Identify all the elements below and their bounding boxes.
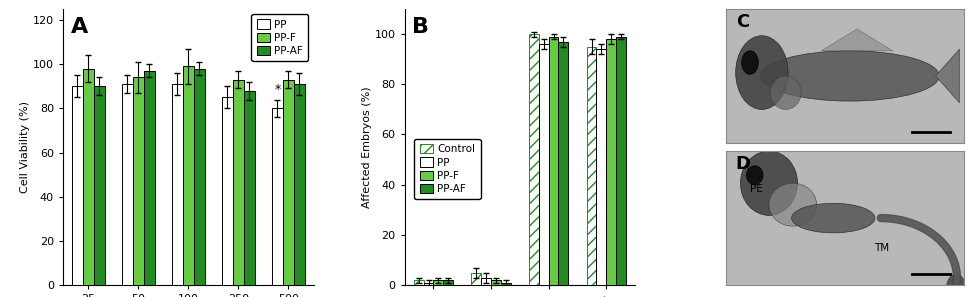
- Y-axis label: Cell Viability (%): Cell Viability (%): [20, 101, 30, 193]
- Polygon shape: [936, 49, 959, 103]
- Bar: [121, 84, 133, 285]
- Bar: [443, 280, 453, 285]
- Text: D: D: [735, 155, 751, 173]
- Bar: [423, 283, 433, 285]
- Bar: [283, 80, 294, 285]
- Bar: [539, 44, 548, 285]
- Ellipse shape: [769, 183, 817, 226]
- Bar: [607, 39, 616, 285]
- Bar: [616, 37, 626, 285]
- Bar: [72, 86, 82, 285]
- Ellipse shape: [746, 166, 763, 184]
- Ellipse shape: [947, 274, 965, 297]
- Bar: [133, 78, 143, 285]
- Ellipse shape: [770, 76, 801, 110]
- Text: A: A: [71, 17, 88, 37]
- Ellipse shape: [792, 203, 875, 233]
- Bar: [414, 280, 423, 285]
- Bar: [172, 84, 183, 285]
- Bar: [272, 108, 283, 285]
- Legend: PP, PP-F, PP-AF: PP, PP-F, PP-AF: [251, 14, 308, 61]
- Bar: [244, 91, 255, 285]
- Bar: [294, 84, 305, 285]
- Ellipse shape: [741, 51, 759, 74]
- Bar: [194, 69, 204, 285]
- Legend: Control, PP, PP-F, PP-AF: Control, PP, PP-F, PP-AF: [415, 139, 481, 200]
- Ellipse shape: [740, 151, 797, 215]
- Bar: [491, 280, 501, 285]
- Text: PE: PE: [750, 184, 763, 194]
- Bar: [597, 49, 607, 285]
- Polygon shape: [822, 29, 892, 51]
- Bar: [143, 71, 155, 285]
- Bar: [586, 47, 597, 285]
- Bar: [222, 97, 233, 285]
- Bar: [233, 80, 244, 285]
- Bar: [482, 278, 491, 285]
- Bar: [94, 86, 105, 285]
- Bar: [501, 283, 511, 285]
- Text: *: *: [274, 83, 281, 96]
- Text: C: C: [735, 13, 749, 31]
- Ellipse shape: [761, 51, 939, 101]
- Bar: [529, 34, 539, 285]
- Bar: [472, 273, 482, 285]
- Bar: [82, 69, 94, 285]
- Bar: [433, 280, 443, 285]
- Bar: [558, 42, 568, 285]
- Text: TM: TM: [874, 243, 889, 252]
- Y-axis label: Affected Embryos (%): Affected Embryos (%): [361, 86, 372, 208]
- Ellipse shape: [735, 36, 788, 110]
- Bar: [183, 66, 194, 285]
- Bar: [548, 37, 558, 285]
- Text: B: B: [412, 17, 428, 37]
